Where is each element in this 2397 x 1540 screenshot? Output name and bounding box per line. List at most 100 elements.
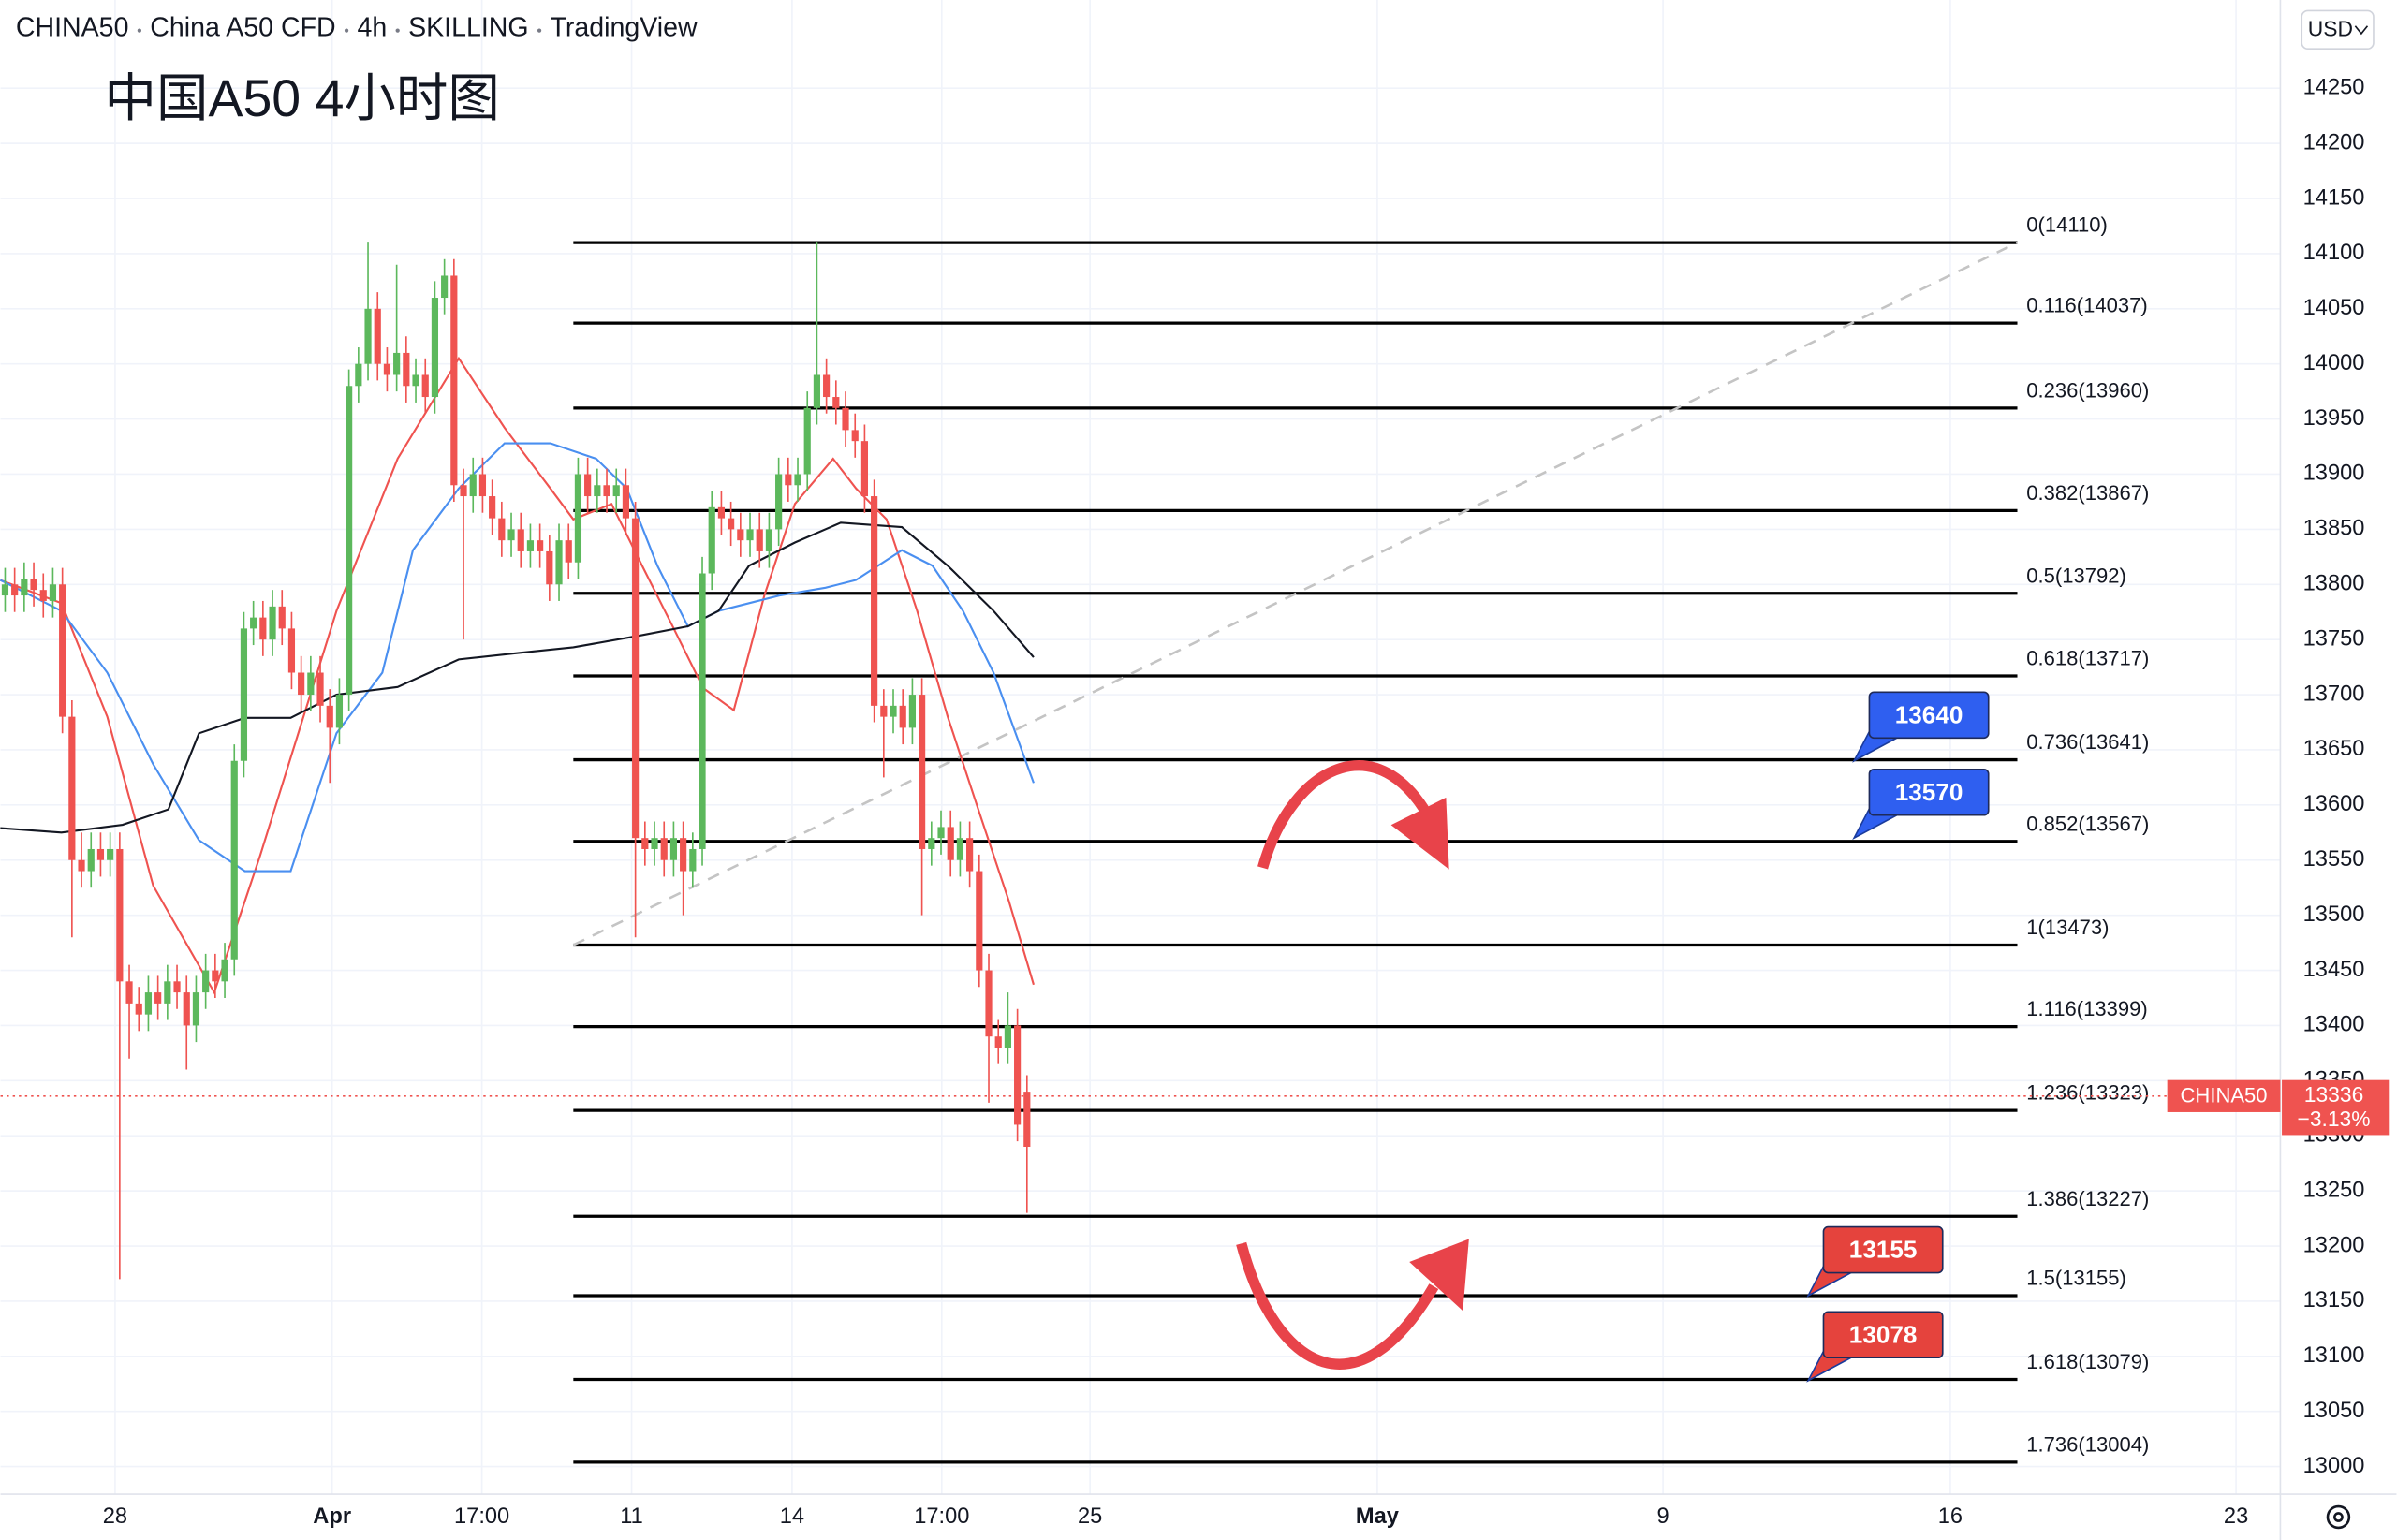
candle-body [278, 606, 286, 629]
currency[interactable]: USD [2308, 17, 2353, 41]
candle-body [125, 981, 133, 1004]
candle-body [622, 485, 630, 519]
candle-body [717, 506, 726, 519]
candle-body [555, 540, 563, 585]
candle-body [880, 705, 888, 717]
header-interval: 4h [357, 13, 387, 43]
y-tick-label: 13600 [2303, 792, 2365, 816]
callout-box [1822, 1311, 1944, 1359]
callout-box [1822, 1225, 1944, 1274]
candle-body [756, 529, 763, 551]
settings-icon[interactable] [2326, 1504, 2351, 1530]
candle-body [937, 827, 945, 839]
fib-label: 1(13473) [2026, 916, 2109, 939]
candle-body [489, 496, 496, 519]
arrow-head [1409, 1239, 1469, 1312]
gear-center[interactable] [2333, 1512, 2344, 1522]
candle-body [871, 496, 878, 706]
candle-body [526, 540, 535, 551]
fib-label: 0.736(13641) [2026, 730, 2149, 754]
candle-body [469, 474, 477, 497]
candle-body [689, 848, 697, 872]
x-tick-label: 11 [620, 1504, 643, 1529]
candle-body [39, 590, 47, 601]
separator [137, 28, 141, 33]
candle-body [1014, 1025, 1022, 1125]
candle-body [346, 386, 353, 696]
y-tick-label: 14150 [2303, 185, 2365, 210]
header-name: China A50 CFD [150, 13, 335, 43]
moving-average [0, 521, 1035, 834]
candle-body [307, 672, 315, 696]
candle-body [813, 374, 821, 408]
candle-body [507, 529, 515, 541]
drawings: 0(14110) 0.116(14037) 0.236(13960) 0.382(13… [572, 213, 2149, 1464]
candle-body [994, 1036, 1002, 1048]
fib-label: 0.116(14037) [2026, 294, 2147, 317]
candle-body [860, 441, 869, 497]
candle-body [30, 579, 37, 591]
candle-body [212, 970, 219, 982]
candle-body [680, 838, 687, 872]
candle-body [393, 352, 401, 375]
y-tick-label: 13900 [2303, 462, 2365, 486]
fib-label: 0.382(13867) [2026, 481, 2149, 505]
fib-label: 0.5(13792) [2026, 564, 2126, 587]
candle-body [890, 705, 897, 717]
arrow [1236, 1241, 1439, 1370]
fib-label: 0.618(13717) [2026, 647, 2149, 670]
candle-body [316, 672, 324, 706]
candle-body [976, 871, 983, 971]
candle-body [908, 695, 917, 728]
candle-body [832, 397, 840, 408]
candle-body [565, 540, 572, 563]
candle-body [641, 838, 649, 849]
candle-body [785, 474, 792, 486]
trend-line [572, 241, 2019, 946]
callout-label: 13078 [1849, 1320, 1918, 1348]
fib-label: 1.236(13323) [2026, 1081, 2149, 1105]
candle-body [498, 518, 506, 541]
callout-box [1868, 768, 1990, 816]
candle-body [59, 584, 66, 717]
candle-body [107, 848, 114, 860]
fib-label: 1.618(13079) [2026, 1350, 2149, 1373]
candle-body [632, 518, 640, 839]
candle-body [823, 374, 831, 398]
candle-body [192, 992, 200, 1026]
candle-body [708, 506, 715, 574]
currency-button[interactable] [2301, 9, 2375, 51]
y-tick-label: 14250 [2303, 75, 2365, 99]
fib-label: 0(14110) [2026, 213, 2108, 237]
y-tick-label: 13850 [2303, 517, 2365, 541]
y-tick-label: 13000 [2303, 1454, 2365, 1478]
candle-body [651, 838, 658, 849]
x-tick-label: 17:00 [454, 1504, 509, 1529]
x-tick-label: 14 [780, 1504, 804, 1529]
candle-body [1004, 1025, 1012, 1048]
fib-label: 1.5(13155) [2026, 1267, 2126, 1290]
callout-box [1868, 691, 1990, 740]
candle-body [21, 579, 28, 596]
x-tick-label: 17:00 [914, 1504, 969, 1529]
moving-average [0, 356, 1035, 995]
candle-body [584, 474, 592, 497]
candle-body [803, 407, 811, 475]
y-tick-label: 14200 [2303, 130, 2365, 154]
gear[interactable] [2326, 1504, 2351, 1530]
callout-label: 13570 [1895, 778, 1963, 806]
candle-body [164, 981, 171, 1004]
y-tick-label: 13800 [2303, 572, 2365, 596]
candle-body [116, 848, 124, 982]
y-tick-label: 13400 [2303, 1013, 2365, 1037]
fib-label: 0.236(13960) [2026, 378, 2149, 402]
candle-body [240, 628, 248, 761]
header: CHINA50 China A50 CFD 4h SKILLING TradingVie… [16, 13, 698, 43]
candle-body [183, 992, 190, 1026]
candle-body [383, 363, 391, 375]
candle-body [173, 981, 181, 993]
candle-body [1, 584, 9, 596]
candle-body [403, 352, 410, 387]
